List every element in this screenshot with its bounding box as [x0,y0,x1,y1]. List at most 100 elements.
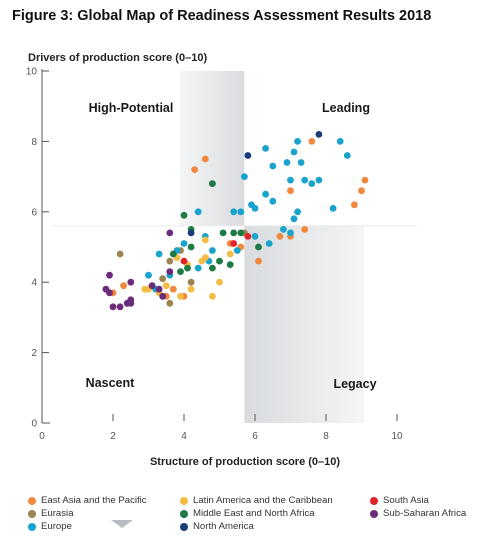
legend-swatch [180,496,188,505]
figure-title: Figure 3: Global Map of Readiness Assess… [12,8,432,24]
data-point [201,236,209,244]
data-point [244,233,252,240]
data-point [166,257,174,265]
data-point [201,155,209,163]
data-point [315,176,323,184]
legend-swatch [370,509,378,518]
data-point [336,138,344,145]
data-point [177,292,184,300]
y-tick-label: 8 [31,137,37,148]
data-point [301,226,309,233]
legend-swatch [370,496,378,505]
data-point [230,229,238,237]
legend-item: North America [180,521,254,532]
data-point [265,240,273,247]
data-point [283,159,291,166]
data-point [269,162,277,170]
data-point [209,180,216,188]
legend-swatch [180,509,188,518]
quadrant-label-leading: Leading [322,101,370,115]
data-point [127,278,135,286]
legend-label: North America [193,521,254,532]
data-point [290,148,298,156]
data-point [187,243,195,251]
legend-label: Latin America and the Caribbean [193,495,333,506]
data-point [106,271,113,279]
legend-item: South Asia [370,495,429,506]
y-tick-label: 0 [31,419,37,430]
data-point [237,208,245,216]
data-point [209,292,216,300]
x-axis-title: Structure of production score (0–10) [149,456,341,468]
data-point [308,138,316,145]
data-point [209,264,216,272]
data-point [177,268,184,275]
legend-label: Europe [41,521,72,532]
data-point [187,278,195,286]
x-tick-label: 4 [181,431,187,442]
data-point [169,250,177,258]
data-point [294,208,301,216]
data-point [280,226,287,233]
legend-label: East Asia and the Pacific [41,495,147,506]
data-point [251,233,259,240]
data-point [226,261,234,268]
y-tick-label: 10 [26,67,38,78]
quadrant-label-nascent: Nascent [86,376,135,390]
data-point [358,187,365,195]
data-point [230,240,238,247]
data-point [219,229,227,237]
data-point [361,176,369,184]
data-point [120,282,127,290]
legend-item: East Asia and the Pacific [28,495,147,506]
data-point [145,271,152,279]
data-point [241,173,248,181]
data-point [230,208,238,216]
data-point [155,250,163,258]
data-point [180,240,188,247]
legend-label: South Asia [383,495,429,506]
legend-item: Europe [28,521,72,532]
data-point [233,247,241,254]
quadrant-shade-bottom [244,225,365,423]
data-point [184,264,191,272]
scroll-down-arrow-icon[interactable] [111,520,133,528]
legend-swatch [180,522,188,531]
data-point [329,204,337,212]
data-point [166,268,174,275]
data-point [162,282,170,290]
quadrant-label-high-potential: High-Potential [89,101,174,115]
legend-swatch [28,496,36,505]
legend-swatch [28,509,36,518]
data-point [216,278,223,286]
data-point [237,229,245,237]
data-point [169,285,177,293]
data-point [148,282,156,290]
data-point [194,264,202,272]
data-point [166,299,174,307]
data-point [159,292,167,300]
data-point [127,296,135,304]
y-tick-label: 2 [31,348,37,359]
data-point [201,254,209,261]
data-point [290,215,298,223]
x-tick-label: 6 [252,431,258,442]
legend-label: Eurasia [41,508,74,519]
data-point [255,257,262,265]
data-point [269,197,277,205]
x-tick-label: 0 [39,431,45,442]
data-point [159,275,167,283]
data-point [301,176,309,184]
data-point [262,190,269,198]
data-point [276,233,284,240]
legend-item: Sub-Saharan Africa [370,508,466,519]
data-point [308,180,316,188]
data-point [109,303,117,311]
data-point [106,289,113,297]
legend-item: Eurasia [28,508,74,519]
legend-label: Sub-Saharan Africa [383,508,467,519]
x-tick-label: 10 [391,431,403,442]
data-point [180,257,188,265]
data-point [180,211,188,219]
